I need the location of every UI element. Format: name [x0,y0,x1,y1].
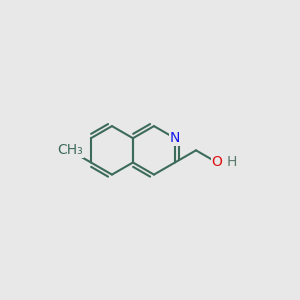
Text: CH₃: CH₃ [57,143,83,157]
Text: H: H [227,155,237,170]
Text: N: N [170,131,180,145]
Text: O: O [212,155,222,170]
